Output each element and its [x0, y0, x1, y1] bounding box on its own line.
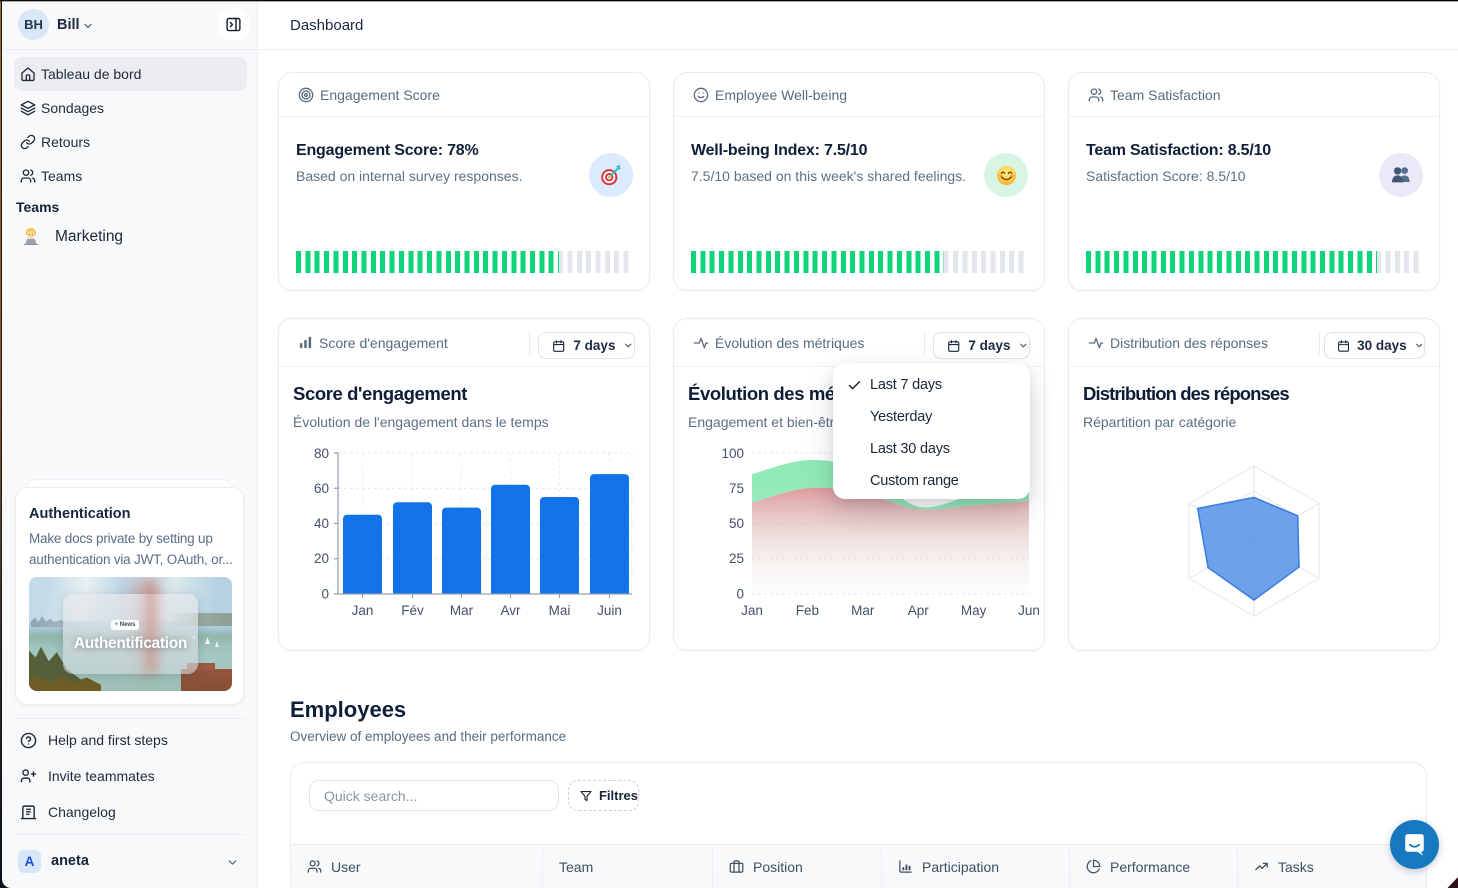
svg-text:Mai: Mai — [549, 603, 571, 618]
svg-text:Jan: Jan — [352, 603, 374, 618]
svg-text:Mar: Mar — [450, 603, 474, 618]
svg-text:20: 20 — [314, 551, 329, 566]
svg-text:80: 80 — [314, 446, 329, 461]
svg-text:25: 25 — [729, 551, 744, 566]
svg-text:Feb: Feb — [796, 603, 819, 618]
svg-text:Juin: Juin — [597, 603, 622, 618]
svg-text:Apr: Apr — [908, 603, 930, 618]
svg-text:Avr: Avr — [500, 603, 521, 618]
svg-text:Jan: Jan — [741, 603, 763, 618]
svg-text:40: 40 — [314, 516, 329, 531]
svg-text:Jun: Jun — [1018, 603, 1040, 618]
svg-text:0: 0 — [321, 587, 329, 602]
svg-text:75: 75 — [729, 481, 744, 496]
svg-text:60: 60 — [314, 481, 329, 496]
svg-text:50: 50 — [729, 516, 744, 531]
svg-text:0: 0 — [736, 587, 744, 602]
svg-text:Mar: Mar — [851, 603, 875, 618]
svg-text:100: 100 — [721, 446, 744, 461]
svg-text:May: May — [961, 603, 987, 618]
svg-text:Fév: Fév — [401, 603, 424, 618]
